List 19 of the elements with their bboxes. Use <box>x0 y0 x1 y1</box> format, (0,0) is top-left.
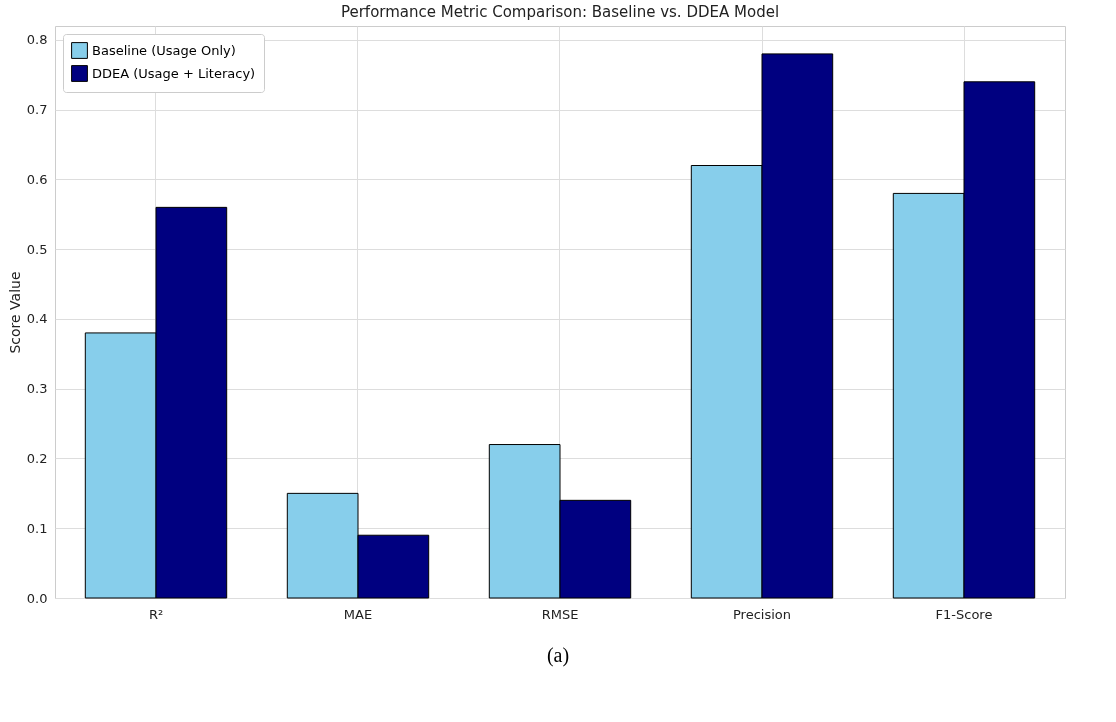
x-tick-label: R² <box>148 606 164 622</box>
text: (a) <box>545 644 571 667</box>
legend-label: Baseline (Usage Only) <box>92 42 236 58</box>
y-tick-label: 0.2 <box>26 450 48 466</box>
x-tick-label: F1-Score <box>935 606 993 622</box>
y-tick-label: 0.5 <box>26 241 48 257</box>
y-axis-title: Score Value <box>6 271 23 354</box>
x-tick-label: Precision <box>732 606 792 622</box>
y-tick-label: 0.3 <box>26 381 48 397</box>
y-tick-label: 0.8 <box>26 32 48 48</box>
x-tick-label: RMSE <box>541 606 579 622</box>
x-tick-label: MAE <box>343 606 373 622</box>
y-tick-label: 0.4 <box>26 311 48 327</box>
legend-label: DDEA (Usage + Literacy) <box>92 65 256 81</box>
y-tick-label: 0.1 <box>26 520 48 536</box>
chart-title: Performance Metric Comparison: Baseline vs. DDEA Model <box>340 3 780 21</box>
y-tick-label: 0.7 <box>26 102 48 118</box>
y-tick-label: 0.6 <box>26 171 48 187</box>
y-tick-label: 0.0 <box>26 590 48 606</box>
